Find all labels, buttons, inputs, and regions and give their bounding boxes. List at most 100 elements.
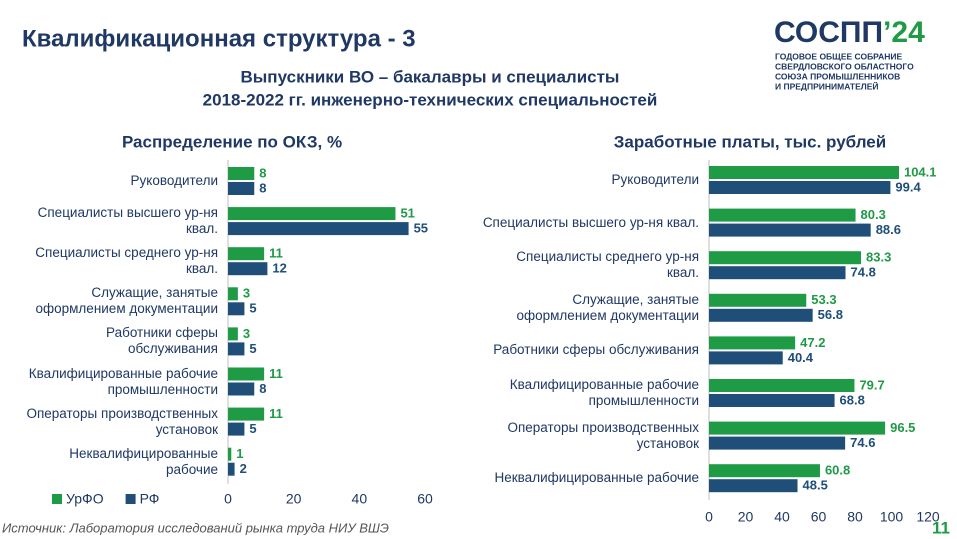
legend-label: УрФО [66,491,104,507]
value-label: 5 [249,421,256,436]
category-label: Работники сферы обслуживания [106,325,218,357]
value-label: 11 [269,246,283,261]
bar [228,342,245,356]
category-label: Неквалифицированные рабочие [69,445,218,477]
subtitle: 2018-2022 гг. инженерно-технических спец… [203,90,658,109]
value-label: 8 [259,165,266,180]
logo-line: СВЕРДЛОВСКОГО ОБЛАСТНОГО [775,61,914,71]
x-tick-label: 20 [738,509,754,525]
category-label: Специалисты среднего ур-ня квал. [35,245,218,277]
bar [228,407,265,421]
category-label: Операторы производственных установок [507,419,699,451]
bar [709,479,798,493]
value-label: 3 [243,286,250,301]
value-label: 47.2 [800,335,825,350]
value-label: 11 [269,366,283,381]
bar [709,181,891,194]
x-tick-label: 40 [352,491,368,507]
category-label: Служащие, занятые оформлением документац… [516,291,699,323]
bar [228,287,238,301]
bar [709,208,856,222]
logo-name: СОСПП [774,16,883,49]
value-label: 12 [272,261,286,276]
value-label: 60.8 [825,463,850,478]
value-label: 56.8 [818,307,843,322]
x-tick-label: 60 [811,509,827,525]
legend-label: РФ [140,491,160,507]
category-label: Специалисты высшего ур-ня квал. [37,205,218,237]
bar [709,421,886,435]
value-label: 11 [269,406,283,421]
chart-title: Распределение по ОКЗ, % [122,132,342,151]
bar [709,293,807,307]
bar [228,447,232,461]
x-tick-label: 20 [286,491,302,507]
value-label: 8 [259,381,266,396]
category-label: Руководители [130,173,218,188]
legend-swatch [125,494,136,504]
value-label: 3 [243,326,250,341]
x-tick-label: 80 [847,509,863,525]
bar [228,462,235,476]
logo-name: СОСПП’24 [774,16,925,49]
bar [228,367,265,381]
value-label: 79.7 [859,377,884,392]
source: Источник: Лаборатория исследований рынка… [2,520,389,535]
bar [228,182,255,195]
value-label: 74.6 [850,435,875,450]
value-label: 55 [414,221,428,236]
bar [228,247,265,261]
value-label: 5 [249,301,256,316]
x-tick-label: 100 [880,509,904,525]
value-label: 74.8 [851,265,876,280]
value-label: 96.5 [890,420,915,435]
bar [228,422,245,436]
value-label: 5 [249,341,256,356]
bar [228,207,396,221]
value-label: 68.8 [840,392,865,407]
bar [709,436,846,450]
bar [709,394,835,407]
category-label: Неквалифицированные рабочие [494,470,700,486]
bar [709,251,862,265]
category-label: Руководители [611,172,699,187]
bar [709,308,813,322]
category-label: Операторы производственных установок [26,405,218,437]
category-label: Специалисты среднего ур-ня квал. [516,249,699,281]
value-label: 8 [259,180,266,195]
bar [709,379,855,392]
value-label: 80.3 [861,207,886,222]
x-tick-label: 40 [774,509,790,525]
value-label: 99.4 [895,179,921,194]
bar [228,327,238,341]
value-label: 83.3 [866,250,891,265]
x-tick-label: 0 [224,491,232,507]
subtitle: Выпускники ВО – бакалавры и специалисты [241,67,620,86]
bar [228,262,268,276]
value-label: 88.6 [876,222,901,237]
value-label: 1 [236,446,243,461]
bar [709,464,820,478]
category-label: Работники сферы обслуживания [493,342,699,358]
logo-line: СОЮЗА ПРОМЫШЛЕННИКОВ [775,71,900,81]
x-tick-label: 60 [417,491,433,507]
value-label: 51 [400,206,414,221]
x-tick-label: 0 [705,509,713,525]
value-label: 40.4 [788,350,814,365]
bar [709,223,871,237]
value-label: 2 [240,461,247,476]
bar [228,302,245,316]
logo-year: ’24 [883,16,925,49]
chart-title: Заработные платы, тыс. рублей [614,132,886,151]
category-label: Служащие, занятые оформлением документац… [35,285,218,317]
category-label: Квалифицированные рабочие промышленности [28,365,218,397]
bar [228,222,409,236]
page-number: 11 [932,518,950,537]
logo-line: И ПРЕДПРИНИМАТЕЛЕЙ [775,80,879,91]
logo-line: ГОДОВОЕ ОБЩЕЕ СОБРАНИЕ [775,51,902,61]
category-label: Квалифицированные рабочие промышленности [509,377,699,408]
bar [228,382,255,396]
bar [709,336,796,350]
